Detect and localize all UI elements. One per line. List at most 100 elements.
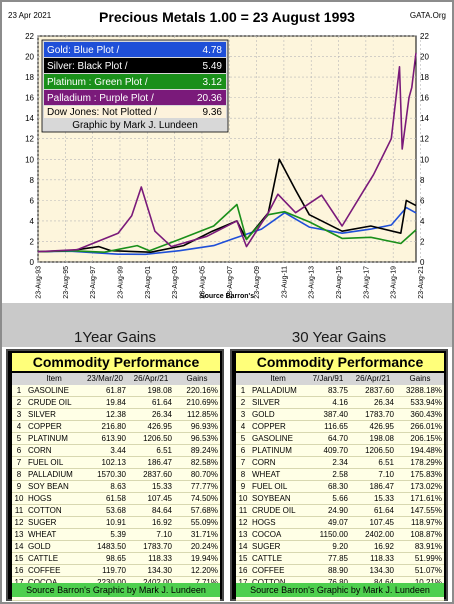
cell-end: 2402.00 <box>350 528 396 541</box>
x-axis: 23-Aug-93 23-Aug-95 23-Aug-97 23-Aug-99 23-A… <box>36 266 426 299</box>
cell-start: 77.85 <box>306 552 350 565</box>
x-axis-label: Source Barron's <box>200 293 254 300</box>
cell-rank: 15 <box>12 552 26 565</box>
cell-rank: 1 <box>12 384 26 397</box>
cell-start: 64.70 <box>306 432 350 445</box>
x-tick-label: 23-Aug-05 <box>199 266 206 299</box>
cell-item: SOYBEAN <box>250 492 306 505</box>
table-row: 9 FUEL OIL 68.30 186.47 173.02% <box>236 480 444 493</box>
cell-item: CORN <box>26 444 82 457</box>
cell-item: SILVER <box>26 408 82 421</box>
table-row: 13 COCOA 1150.00 2402.00 108.87% <box>236 528 444 541</box>
cell-end: 6.51 <box>128 444 174 457</box>
cell-rank: 3 <box>236 408 250 421</box>
mid-band <box>2 303 452 347</box>
y-tick-left: 12 <box>25 135 34 144</box>
table-row: 16 COFFEE 88.90 134.30 51.07% <box>236 564 444 577</box>
table-row: 11 COTTON 53.68 84.64 57.68% <box>12 504 220 517</box>
table-row: 6 PLATINUM 409.70 1206.50 194.48% <box>236 444 444 457</box>
cell-rank: 8 <box>236 468 250 481</box>
one-year-gains-title: 1Year Gains <box>73 329 156 346</box>
cell-end: 1206.50 <box>128 432 174 445</box>
cell-item: PALLADIUM <box>26 468 82 481</box>
legend-palladium-label: Palladium : Purple Plot / <box>47 93 154 104</box>
legend-row-gold <box>44 42 226 57</box>
cell-rank: 6 <box>12 444 26 457</box>
x-tick-label: 23-Aug-07 <box>227 266 234 299</box>
y-tick-right: 0 <box>420 258 425 267</box>
cell-start: 116.65 <box>306 420 350 433</box>
thirty-year-table: Item 7/Jan/91 26/Apr/21 Gains 1 PALLADIUM… <box>236 373 444 601</box>
cell-item: PLATINUM <box>26 432 82 445</box>
cell-gain: 147.55% <box>396 504 444 517</box>
col-item: Item <box>250 373 306 385</box>
cell-end: 26.34 <box>128 408 174 421</box>
cell-rank: 7 <box>12 456 26 469</box>
cell-end: 1783.70 <box>350 408 396 421</box>
cell-start: 68.30 <box>306 480 350 493</box>
x-tick-label: 23-Aug-17 <box>363 266 370 299</box>
cell-gain: 3288.18% <box>396 384 444 397</box>
y-tick-right: 10 <box>420 155 429 164</box>
cell-rank: 1 <box>236 384 250 397</box>
one-year-panel-title: Commodity Performance <box>12 353 220 371</box>
cell-item: COCOA <box>250 528 306 541</box>
cell-item: SOY BEAN <box>26 480 82 493</box>
y-tick-right: 6 <box>420 196 425 205</box>
table-row: 12 HOGS 49.07 107.45 118.97% <box>236 516 444 529</box>
cell-start: 387.40 <box>306 408 350 421</box>
table-row: 7 FUEL OIL 102.13 186.47 82.58% <box>12 456 220 469</box>
legend-gold-value: 4.78 <box>203 45 223 56</box>
x-tick-label: 23-Aug-11 <box>281 266 288 298</box>
cell-start: 102.13 <box>82 456 128 469</box>
one-year-footer: Source Barron's Graphic by Mark J. Lunde… <box>12 583 220 597</box>
cell-start: 1483.50 <box>82 540 128 553</box>
cell-item: COPPER <box>26 420 82 433</box>
cell-item: COFFEE <box>250 564 306 577</box>
series-line-palladium <box>37 52 417 253</box>
series-lines <box>37 52 417 256</box>
cell-gain: 96.93% <box>174 420 220 433</box>
cell-end: 7.10 <box>350 468 396 481</box>
table-header-row: Item 23/Mar/20 26/Apr/21 Gains <box>12 373 220 385</box>
table-row: 15 CATTLE 77.85 118.33 51.99% <box>236 552 444 565</box>
cell-rank: 3 <box>12 408 26 421</box>
chart-title: Precious Metals 1.00 = 23 August 1993 <box>99 9 355 25</box>
cell-item: GASOLINE <box>250 432 306 445</box>
table-row: 4 COPPER 116.65 426.95 266.01% <box>236 420 444 433</box>
cell-rank: 9 <box>236 480 250 493</box>
cell-end: 198.08 <box>128 384 174 397</box>
cell-end: 15.33 <box>350 492 396 505</box>
cell-gain: 77.77% <box>174 480 220 493</box>
one-year-rows: 1 GASOLINE 61.87 198.08 220.16% 2 CRUDE OIL 19.… <box>12 384 220 601</box>
legend-row-silver <box>44 58 226 73</box>
cell-start: 8.63 <box>82 480 128 493</box>
y-tick-right: 2 <box>420 237 425 246</box>
col-item: Item <box>26 373 82 385</box>
x-tick-label: 23-Aug-95 <box>63 266 70 299</box>
x-tick-label: 23-Aug-01 <box>145 266 152 299</box>
cell-item: PALLADIUM <box>250 384 306 397</box>
cell-gain: 266.01% <box>396 420 444 433</box>
cell-gain: 533.94% <box>396 396 444 409</box>
thirty-year-panel: Commodity Performance Item 7/Jan/91 26/A… <box>230 349 448 601</box>
legend: Gold: Blue Plot / 4.78 Silver: Black Plo… <box>41 39 229 133</box>
price-chart: 23 Apr 2021 Precious Metals 1.00 = 23 Au… <box>8 9 446 300</box>
legend-platinum-label: Platinum : Green Plot / <box>47 77 148 88</box>
cell-gain: 175.83% <box>396 468 444 481</box>
y-tick-right: 12 <box>420 135 429 144</box>
cell-gain: 20.24% <box>174 540 220 553</box>
table-row: 8 WHEAT 2.58 7.10 175.83% <box>236 468 444 481</box>
thirty-year-gains-title: 30 Year Gains <box>291 329 387 346</box>
cell-start: 2.58 <box>306 468 350 481</box>
cell-item: PLATINUM <box>250 444 306 457</box>
table-row: 10 HOGS 61.58 107.45 74.50% <box>12 492 220 505</box>
cell-start: 5.39 <box>82 528 128 541</box>
cell-start: 2.34 <box>306 456 350 469</box>
legend-credit: Graphic by Mark J. Lundeen <box>72 120 198 131</box>
cell-start: 3.44 <box>82 444 128 457</box>
series-line-gold <box>37 206 417 256</box>
legend-palladium-value: 20.36 <box>197 93 222 104</box>
cell-gain: 31.71% <box>174 528 220 541</box>
cell-end: 16.92 <box>350 540 396 553</box>
